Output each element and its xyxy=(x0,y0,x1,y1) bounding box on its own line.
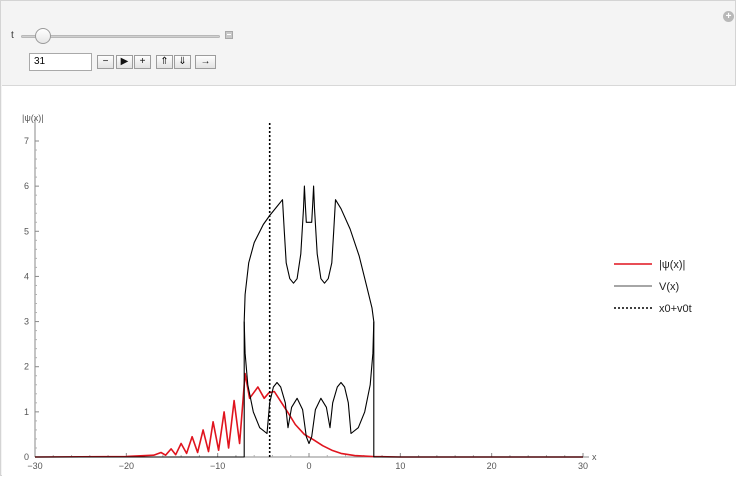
slider-thumb[interactable] xyxy=(34,28,51,44)
x-tick-label: 10 xyxy=(395,461,405,471)
legend-label-2: x0+v0t xyxy=(659,303,692,315)
y-tick-label: 7 xyxy=(24,136,29,146)
y-tick-label: 4 xyxy=(24,271,29,281)
x-tick-label: 30 xyxy=(578,461,588,471)
x-tick-label: −10 xyxy=(210,461,225,471)
y-tick-label: 5 xyxy=(24,226,29,236)
legend-label-1: V(x) xyxy=(659,281,679,293)
slider-options-icon[interactable] xyxy=(225,31,233,39)
add-icon[interactable]: + xyxy=(723,11,734,22)
value-field[interactable] xyxy=(29,53,92,71)
series-line-1 xyxy=(35,185,583,458)
legend-label-0: |ψ(x)| xyxy=(659,259,685,271)
play-button[interactable]: ▶ xyxy=(116,55,133,69)
direction-button[interactable]: → xyxy=(195,55,216,69)
slower-button[interactable]: ⇓ xyxy=(174,55,191,69)
step-back-button[interactable]: − xyxy=(97,55,114,69)
y-tick-label: 6 xyxy=(24,181,29,191)
y-tick-label: 3 xyxy=(24,317,29,327)
y-tick-label: 1 xyxy=(24,407,29,417)
slider-label: t xyxy=(11,30,14,41)
faster-button[interactable]: ⇑ xyxy=(156,55,173,69)
x-tick-label: −30 xyxy=(27,461,42,471)
y-tick-label: 2 xyxy=(24,362,29,372)
x-tick-label: −20 xyxy=(119,461,134,471)
y-axis-label: |ψ(x)| xyxy=(22,113,44,123)
series-line-0 xyxy=(34,372,583,458)
series-line-2 xyxy=(243,321,375,445)
plot-area: 0 1 2 3 4 5 6 7 −30 −20 −10 0 10 20 30 |ψ(x)| x |ψ(x)| V(x… xyxy=(2,85,736,477)
step-forward-button[interactable]: + xyxy=(134,55,151,69)
chart-svg: 0 1 2 3 4 5 6 7 −30 −20 −10 0 10 20 30 |ψ(x)| x |ψ(x)| V(x… xyxy=(22,113,692,471)
x-tick-label: 0 xyxy=(306,461,311,471)
x-axis-label: x xyxy=(592,452,597,462)
slider-track[interactable] xyxy=(21,35,220,38)
x-tick-label: 20 xyxy=(487,461,497,471)
y-tick-label: 0 xyxy=(24,452,29,462)
